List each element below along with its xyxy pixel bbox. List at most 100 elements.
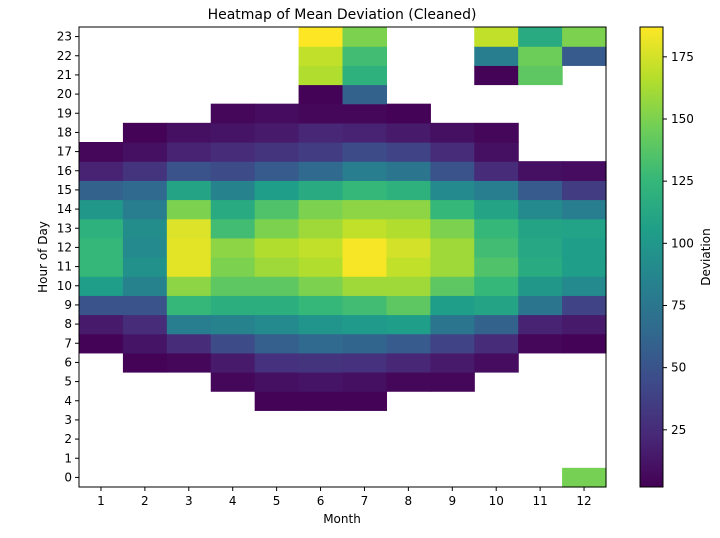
heatmap-cell (210, 237, 256, 258)
heatmap-cell (298, 122, 344, 143)
heatmap-cell (298, 372, 344, 392)
colorbar-tick-label: 25 (671, 423, 686, 437)
y-tick-label: 3 (64, 413, 72, 427)
x-tick-label: 11 (532, 494, 547, 508)
heatmap-cell (518, 199, 563, 220)
heatmap-cell (298, 314, 344, 335)
heatmap-cell (342, 276, 388, 296)
heatmap-cell (386, 372, 431, 392)
heatmap-cell (166, 180, 212, 201)
heatmap-cell (166, 352, 212, 373)
heatmap-cell (518, 237, 563, 258)
colorbar-ticks: 25 50 75 100 125 150 175 (663, 50, 694, 437)
heatmap-cell (79, 199, 124, 220)
heatmap-cell (254, 257, 300, 277)
heatmap-cell (342, 27, 388, 47)
heatmap-cell (562, 333, 607, 354)
heatmap-cell (298, 276, 344, 296)
heatmap-cell (79, 142, 124, 162)
heatmap-cell (79, 180, 124, 201)
heatmap-cell (518, 295, 563, 316)
y-tick-label: 7 (64, 336, 72, 350)
y-tick-label: 8 (64, 317, 72, 331)
heatmap-cell (342, 142, 388, 162)
heatmap-cell (79, 218, 124, 239)
chart-title: Heatmap of Mean Deviation (Cleaned) (208, 7, 477, 23)
heatmap-cell (430, 161, 475, 181)
heatmap-cell (166, 199, 212, 220)
heatmap-cell (474, 218, 519, 239)
heatmap-cell (562, 218, 607, 239)
heatmap-cell (254, 199, 300, 220)
heatmap-cell (518, 46, 563, 66)
heatmap-cell (166, 257, 212, 277)
colorbar-tick-label: 50 (671, 361, 686, 375)
heatmap-cell (518, 257, 563, 277)
heatmap-cell (474, 27, 519, 47)
heatmap-cell (386, 122, 431, 143)
heatmap-cell (562, 180, 607, 201)
heatmap-cell (122, 161, 168, 181)
heatmap-cell (342, 314, 388, 335)
heatmap-cell (562, 257, 607, 277)
heatmap-cell (122, 237, 168, 258)
heatmap-cell (474, 65, 519, 86)
heatmap-cell (430, 218, 475, 239)
heatmap-cell (342, 103, 388, 124)
heatmap-cell (342, 257, 388, 277)
heatmap-cell (79, 257, 124, 277)
y-tick-label: 5 (64, 375, 72, 389)
heatmap-cell (254, 314, 300, 335)
heatmap-cell (342, 333, 388, 354)
heatmap-cell (254, 237, 300, 258)
heatmap-cell (430, 199, 475, 220)
heatmap-cell (430, 237, 475, 258)
heatmap-cell (166, 295, 212, 316)
heatmap-cell (210, 103, 256, 124)
heatmap-cell (122, 257, 168, 277)
heatmap-cell (254, 391, 300, 411)
heatmap-cell (518, 314, 563, 335)
heatmap-cell (298, 199, 344, 220)
x-tick-label: 6 (317, 494, 325, 508)
heatmap-cell (474, 199, 519, 220)
heatmap-cell (562, 46, 607, 66)
heatmap-cell (166, 314, 212, 335)
colorbar-label: Deviation (699, 228, 713, 285)
heatmap-cell (518, 333, 563, 354)
heatmap-cell (254, 180, 300, 201)
heatmap-cell (562, 27, 607, 47)
heatmap-cell (518, 180, 563, 201)
heatmap-cell (342, 352, 388, 373)
colorbar-tick-label: 175 (671, 50, 694, 64)
heatmap-cell (298, 65, 344, 86)
y-tick-label: 11 (57, 260, 72, 274)
heatmap-cell (474, 46, 519, 66)
heatmap-cell (386, 237, 431, 258)
x-axis-label: Month (323, 512, 361, 526)
heatmap-cell (210, 218, 256, 239)
heatmap-cell (122, 199, 168, 220)
heatmap-cell (342, 237, 388, 258)
heatmap-cell (166, 142, 212, 162)
heatmap-cell (342, 218, 388, 239)
heatmap-cell (210, 276, 256, 296)
heatmap-cell (79, 333, 124, 354)
heatmap-cell (386, 257, 431, 277)
heatmap-cell (474, 122, 519, 143)
heatmap-cell (298, 84, 344, 105)
heatmap-cell (166, 161, 212, 181)
heatmap-cell (430, 352, 475, 373)
heatmap-cell (254, 103, 300, 124)
heatmap-cell (79, 276, 124, 296)
colorbar-tick-label: 100 (671, 236, 694, 250)
heatmap-cell (562, 237, 607, 258)
y-tick-label: 1 (64, 451, 72, 465)
y-axis-label: Hour of Day (36, 221, 50, 293)
heatmap-cell (562, 467, 607, 488)
heatmap-cell (518, 27, 563, 47)
x-tick-label: 3 (185, 494, 193, 508)
heatmap-cell (518, 65, 563, 86)
heatmap-cell (386, 333, 431, 354)
heatmap-cell (254, 218, 300, 239)
